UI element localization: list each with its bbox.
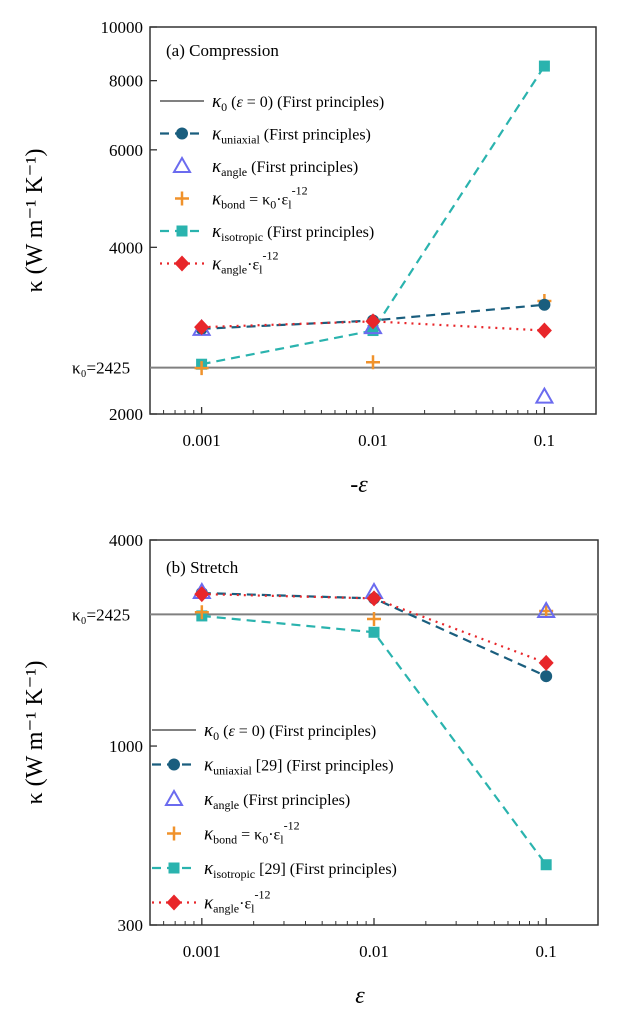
legend-swatch-marker (175, 191, 189, 206)
data-point (534, 386, 555, 404)
legend-swatch-marker (174, 255, 190, 272)
series-line-5 (201, 592, 547, 664)
legend-entry-label: κangle·εl-12 (204, 888, 271, 916)
y-tick-label: 1000 (109, 737, 143, 756)
data-point (538, 60, 550, 72)
panel-a-compression: 0.001 0.01 0.1 2000 4000 6000 8000 10000 (a) Com… (22, 18, 597, 498)
y-axis-title: κ (W m⁻¹ K⁻¹) (22, 660, 48, 804)
x-axis-title: ε (355, 983, 365, 1009)
x-tick-label: 0.01 (359, 942, 389, 961)
legend-entry-label: κangle·εl-12 (212, 249, 279, 277)
x-tick-label: 0.001 (182, 431, 220, 450)
data-point (538, 298, 551, 311)
data-point (536, 322, 552, 339)
legend-entry-label: κbond = κ0·εl-12 (204, 819, 300, 847)
data-point (538, 654, 554, 671)
data-point (365, 313, 381, 330)
panel-title: (a) Compression (166, 41, 279, 60)
panel-title: (b) Stretch (166, 558, 239, 577)
legend-entry-label: κuniaxial (First principles) (212, 124, 371, 147)
y-tick-label: 300 (118, 916, 144, 935)
legend-swatch-marker (168, 862, 180, 874)
legend-swatch-marker (176, 127, 188, 140)
y-tick-label: 2000 (109, 405, 143, 424)
y-tick-label: 4000 (109, 238, 143, 257)
legend-swatch-marker (167, 826, 181, 841)
data-point (540, 670, 553, 683)
legend-entry-label: κuniaxial [29] (First principles) (204, 755, 394, 778)
legend-entry-label: κangle (First principles) (212, 156, 358, 179)
y-tick-label: 4000 (109, 531, 143, 550)
x-axis-title: -ε (350, 472, 368, 498)
data-point (194, 605, 209, 620)
series-line-5 (201, 320, 545, 332)
kappa0-label: κ₀=2425 (72, 359, 130, 378)
x-tick-label: 0.01 (358, 431, 388, 450)
data-point (536, 601, 556, 619)
data-point (540, 859, 552, 871)
legend-swatch-marker (168, 758, 180, 771)
data-point (366, 355, 380, 370)
legend-entry-label: κ0 (ε = 0) (First principles) (212, 91, 384, 114)
data-point (367, 612, 381, 627)
legend-entry-label: κbond = κ0·εl-12 (212, 184, 308, 212)
data-point (194, 319, 210, 336)
legend-entry-label: κ0 (ε = 0) (First principles) (204, 720, 376, 743)
data-point (367, 325, 379, 337)
data-point (366, 590, 382, 607)
legend-swatch-marker (164, 788, 184, 806)
y-axis-title: κ (W m⁻¹ K⁻¹) (22, 148, 48, 292)
legend-swatch-marker (172, 155, 192, 173)
panel-b-stretch: 0.001 0.01 0.1 300 1000 4000 (b) Stretch ε κ (W … (22, 531, 599, 1009)
legend-entry-label: κangle (First principles) (204, 789, 350, 812)
data-point (368, 626, 380, 638)
legend-entry-label: κisotropic [29] (First principles) (204, 858, 397, 881)
data-point (363, 317, 383, 335)
kappa0-label: κ₀=2425 (72, 605, 130, 624)
data-point (194, 361, 209, 376)
legend-swatch-marker (166, 894, 182, 911)
y-tick-label: 6000 (109, 141, 143, 160)
x-tick-label: 0.1 (536, 942, 557, 961)
legend-entry-label: κisotropic (First principles) (212, 221, 374, 244)
y-tick-label: 8000 (109, 72, 143, 91)
legend-swatch-marker (176, 225, 188, 237)
data-point (194, 586, 210, 603)
x-tick-label: 0.1 (534, 431, 555, 450)
y-tick-label: 10000 (101, 18, 144, 37)
x-tick-label: 0.001 (183, 942, 221, 961)
